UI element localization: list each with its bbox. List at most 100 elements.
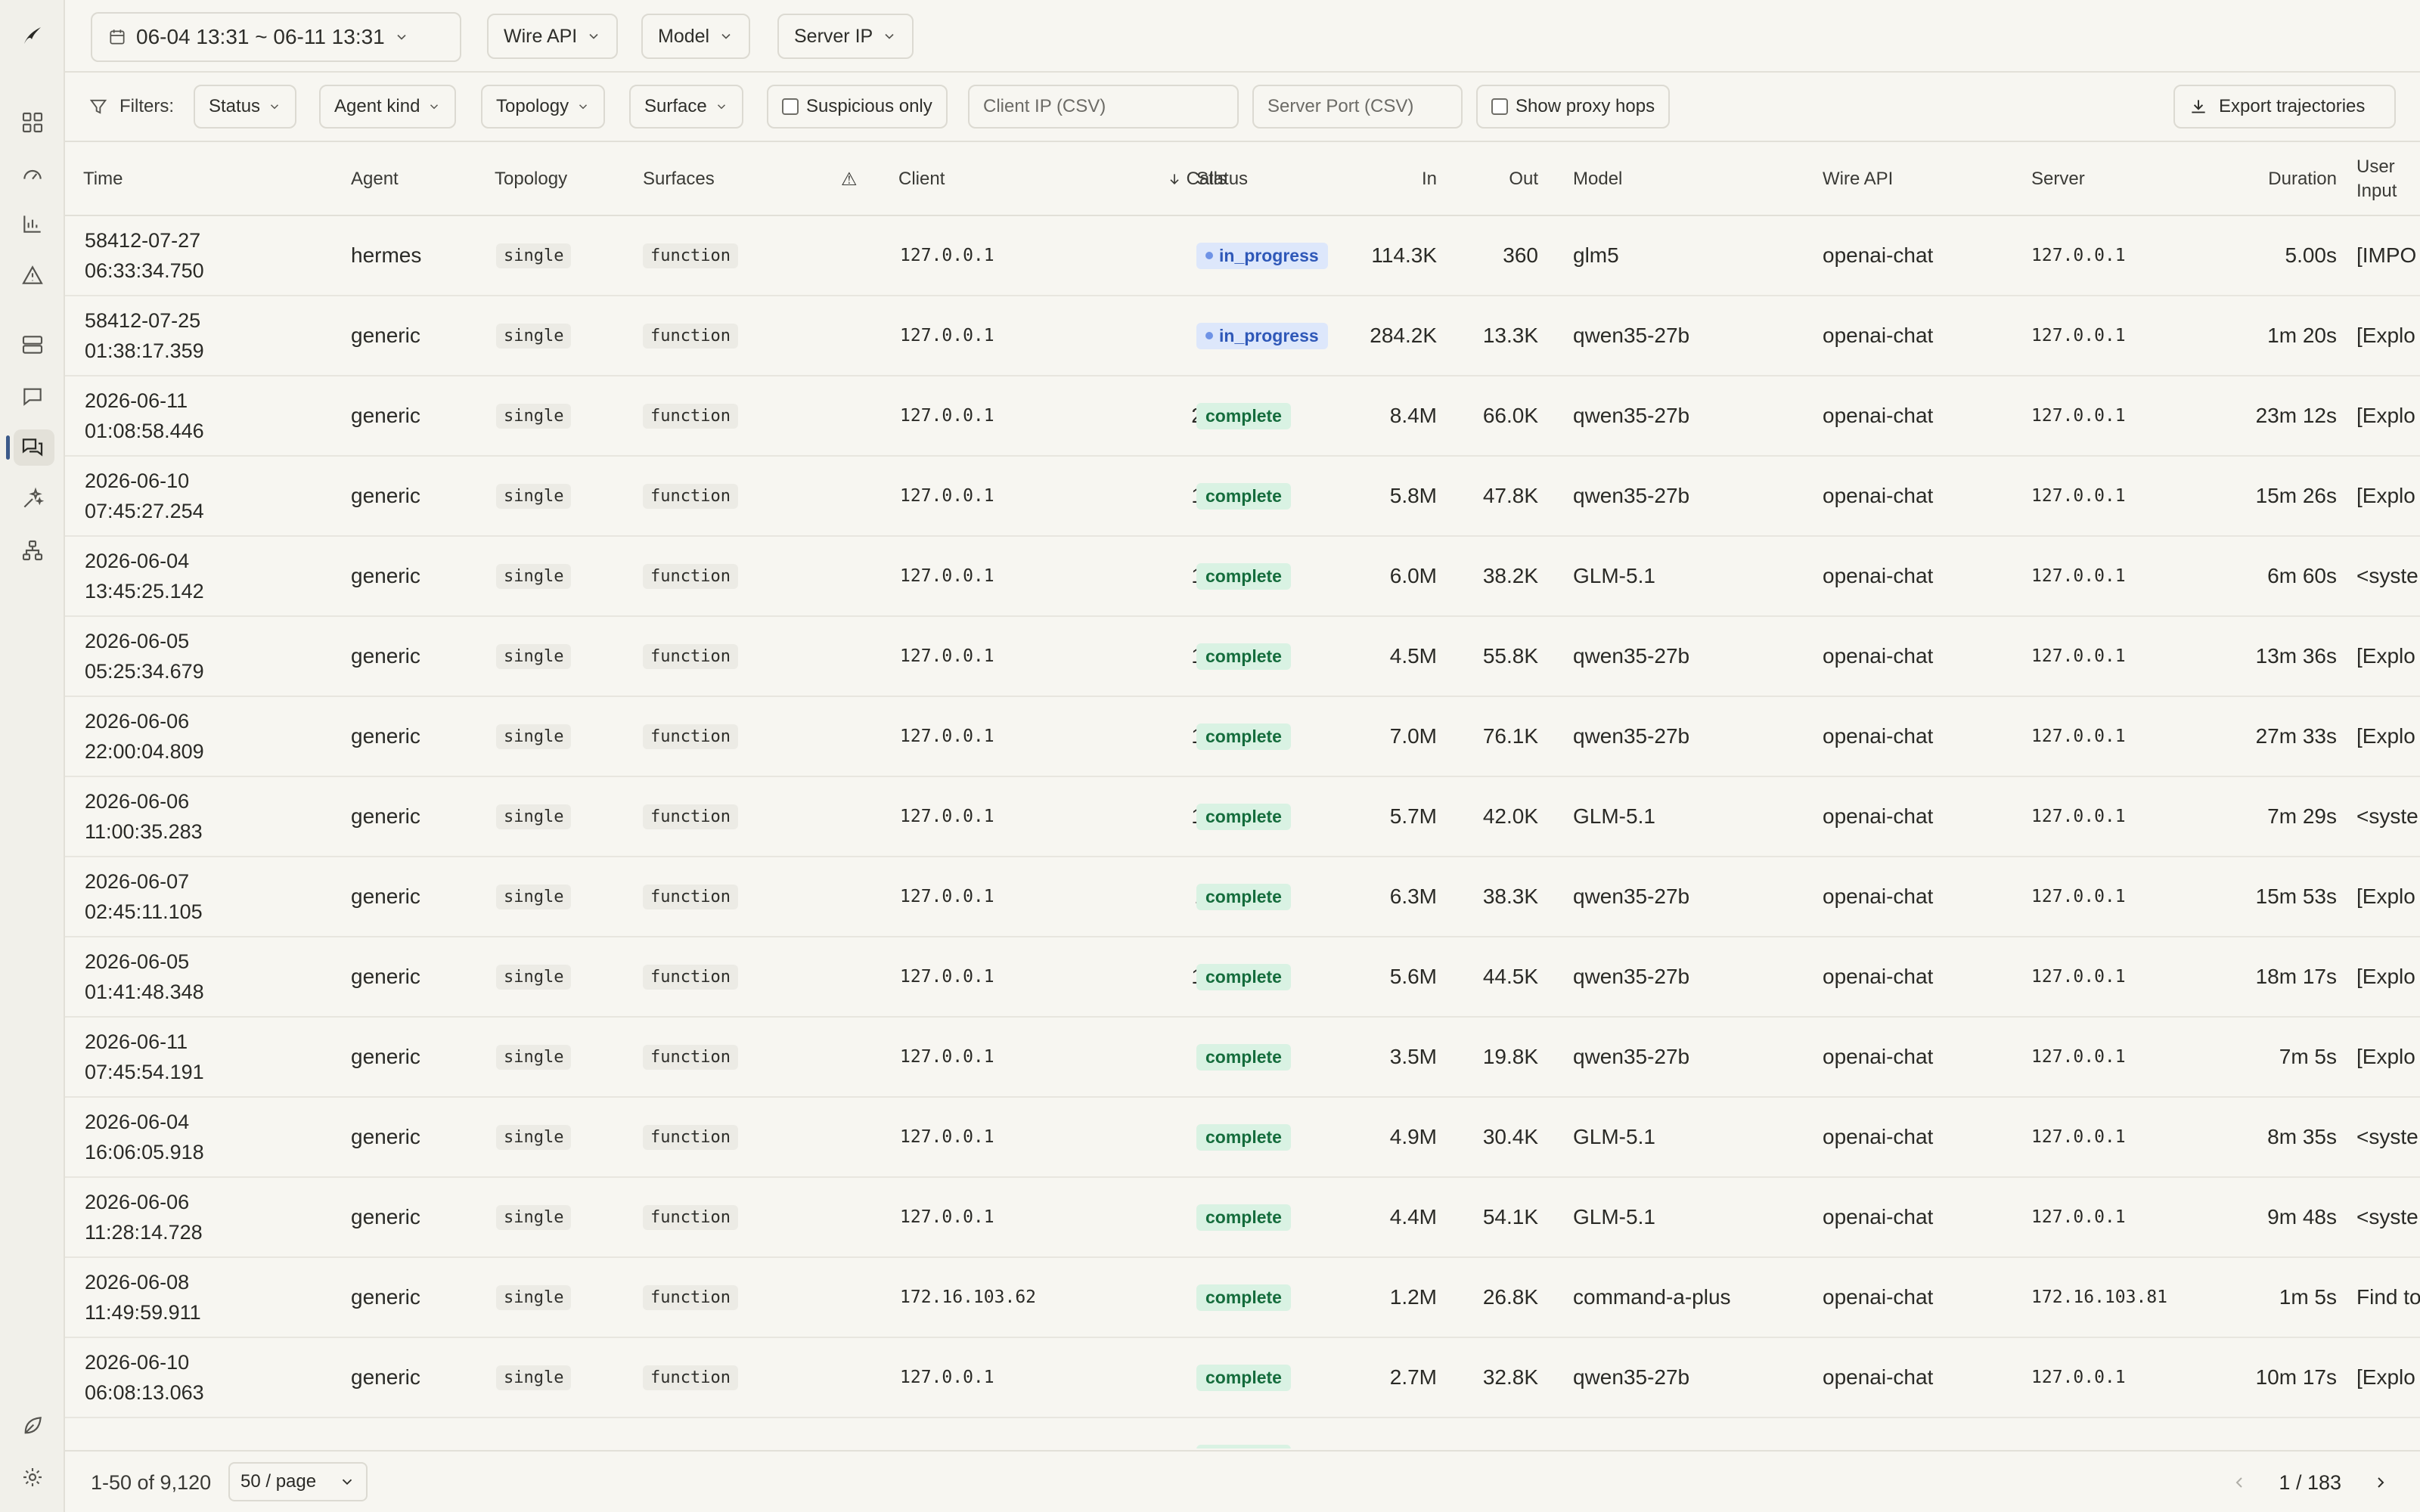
- in-cell: 5.8M: [1389, 484, 1437, 507]
- surface-filter[interactable]: Surface: [629, 85, 743, 129]
- table-row[interactable]: 2026-06-10 06:08:13.063 generic single f…: [65, 1338, 2420, 1418]
- col-server[interactable]: Server: [2031, 169, 2085, 189]
- table-row[interactable]: 2026-06-11 07:45:54.191 generic single f…: [65, 1018, 2420, 1098]
- nav-servers-icon[interactable]: [0, 324, 65, 366]
- row-date: 2026-06-11: [85, 389, 188, 412]
- table-row[interactable]: 2026-06-04 13:45:25.142 generic single f…: [65, 537, 2420, 617]
- surface-cell: function: [643, 857, 794, 936]
- table-row[interactable]: 2026-06-06 22:00:04.809 generic single f…: [65, 697, 2420, 777]
- col-calls[interactable]: Calls: [1094, 142, 1227, 216]
- surface-cell: function: [643, 537, 794, 615]
- table-row[interactable]: 2026-06-07 complete: [65, 1418, 2420, 1448]
- agent-kind-filter[interactable]: Agent kind: [319, 85, 457, 129]
- col-user-input[interactable]: User Input: [2356, 156, 2397, 201]
- status-cell: complete: [1196, 777, 1348, 856]
- surface-tag: function: [643, 1284, 738, 1310]
- client-cell: 127.0.0.1: [900, 1127, 994, 1147]
- table-row[interactable]: 2026-06-06 11:28:14.728 generic single f…: [65, 1178, 2420, 1258]
- col-surfaces[interactable]: Surfaces: [643, 169, 715, 189]
- wire-api-dropdown[interactable]: Wire API: [487, 14, 619, 59]
- server-ip-dropdown[interactable]: Server IP: [777, 14, 914, 59]
- time-cell: 2026-06-08 11:49:59.911: [85, 1258, 334, 1337]
- client-ip-input[interactable]: Client IP (CSV): [968, 85, 1239, 129]
- topology-filter[interactable]: Topology: [481, 85, 606, 129]
- nav-topology-icon[interactable]: [0, 529, 65, 572]
- export-trajectories-button[interactable]: Export trajectories: [2173, 85, 2396, 129]
- status-dot-icon: [1205, 252, 1213, 259]
- page-size-select[interactable]: 50 / page: [228, 1462, 368, 1501]
- out-cell: 26.8K: [1482, 1285, 1538, 1309]
- table-row[interactable]: 2026-06-11 01:08:58.446 generic single f…: [65, 376, 2420, 457]
- page-size-label: 50 / page: [240, 1471, 317, 1492]
- col-wire-api[interactable]: Wire API: [1823, 169, 1894, 189]
- nav-gauge-icon[interactable]: [0, 153, 65, 195]
- nav-alert-icon[interactable]: [0, 254, 65, 296]
- table-row[interactable]: 2026-06-10 07:45:27.254 generic single f…: [65, 457, 2420, 537]
- show-proxy-hops-toggle[interactable]: Show proxy hops: [1476, 85, 1671, 129]
- col-out[interactable]: Out: [1509, 169, 1538, 189]
- in-cell: 5.6M: [1389, 965, 1437, 988]
- col-status[interactable]: Status: [1196, 169, 1249, 189]
- status-cell: complete: [1196, 1338, 1348, 1417]
- wire-api-cell: openai-chat: [1823, 324, 1934, 347]
- status-badge: in_progress: [1196, 322, 1328, 349]
- status-dot-icon: [1205, 332, 1213, 339]
- nav-sparkle-icon[interactable]: [0, 478, 65, 520]
- col-client[interactable]: Client: [898, 169, 945, 189]
- time-cell: 2026-06-07: [85, 1418, 334, 1448]
- table-row[interactable]: 2026-06-04 16:06:05.918 generic single f…: [65, 1098, 2420, 1178]
- table-row[interactable]: 2026-06-06 11:00:35.283 generic single f…: [65, 777, 2420, 857]
- status-filter[interactable]: Status: [194, 85, 297, 129]
- client-cell: 127.0.0.1: [900, 727, 994, 746]
- download-icon: [2192, 100, 2205, 113]
- wire-api-cell: openai-chat: [1823, 644, 1934, 668]
- status-badge: complete: [1196, 562, 1291, 590]
- row-date: 2026-06-06: [85, 790, 190, 813]
- topology-cell: single: [496, 1338, 625, 1417]
- suspicious-only-checkbox[interactable]: [782, 98, 799, 115]
- col-model[interactable]: Model: [1573, 169, 1623, 189]
- status-cell: complete: [1196, 457, 1348, 535]
- col-agent[interactable]: Agent: [351, 169, 399, 189]
- surface-cell: function: [643, 937, 794, 1016]
- date-range-picker[interactable]: 06-04 13:31 ~ 06-11 13:31: [91, 12, 461, 62]
- table-row[interactable]: 58412-07-25 01:38:17.359 generic single …: [65, 296, 2420, 376]
- settings-gear-icon[interactable]: [0, 1456, 65, 1498]
- table-row[interactable]: 2026-06-05 01:41:48.348 generic single f…: [65, 937, 2420, 1018]
- server-port-input[interactable]: Server Port (CSV): [1252, 85, 1463, 129]
- topology-cell: single: [496, 376, 625, 455]
- col-suspicious-warning-icon[interactable]: ⚠: [841, 169, 858, 190]
- col-in[interactable]: In: [1421, 169, 1437, 189]
- topology-cell: single: [496, 1258, 625, 1337]
- next-page-chevron-icon[interactable]: [2372, 1473, 2390, 1492]
- user-input-cell: [IMPO: [2356, 243, 2417, 267]
- duration-cell: 7m 5s: [2279, 1045, 2337, 1068]
- nav-message-icon[interactable]: [0, 375, 65, 417]
- chevron-down-icon: [271, 104, 279, 110]
- model-cell: GLM-5.1: [1573, 1205, 1655, 1228]
- nav-leaf-icon[interactable]: [0, 1405, 65, 1447]
- model-dropdown[interactable]: Model: [641, 14, 751, 59]
- prev-page-chevron-icon[interactable]: [2230, 1473, 2248, 1492]
- nav-dashboard-icon[interactable]: [0, 101, 65, 144]
- col-topology[interactable]: Topology: [495, 169, 568, 189]
- out-cell: 30.4K: [1482, 1125, 1538, 1148]
- model-cell: command-a-plus: [1573, 1285, 1731, 1309]
- surface-cell: function: [643, 777, 794, 856]
- table-row[interactable]: 2026-06-08 11:49:59.911 generic single f…: [65, 1258, 2420, 1338]
- app-logo-icon[interactable]: [20, 23, 45, 48]
- nav-conversations-icon[interactable]: [0, 426, 65, 469]
- show-proxy-hops-checkbox[interactable]: [1491, 98, 1508, 115]
- col-time[interactable]: Time: [83, 169, 123, 189]
- model-cell: qwen35-27b: [1573, 484, 1690, 507]
- show-proxy-hops-label: Show proxy hops: [1516, 96, 1655, 116]
- table-row[interactable]: 2026-06-05 05:25:34.679 generic single f…: [65, 617, 2420, 697]
- table-row[interactable]: 2026-06-07 02:45:11.105 generic single f…: [65, 857, 2420, 937]
- row-time: 07:45:54.191: [85, 1061, 204, 1083]
- table-row[interactable]: 58412-07-27 06:33:34.750 hermes single f…: [65, 216, 2420, 296]
- suspicious-only-toggle[interactable]: Suspicious only: [767, 85, 948, 129]
- col-duration[interactable]: Duration: [2268, 169, 2337, 189]
- model-cell: GLM-5.1: [1573, 804, 1655, 828]
- nav-bar-chart-icon[interactable]: [0, 203, 65, 245]
- model-cell: GLM-5.1: [1573, 564, 1655, 587]
